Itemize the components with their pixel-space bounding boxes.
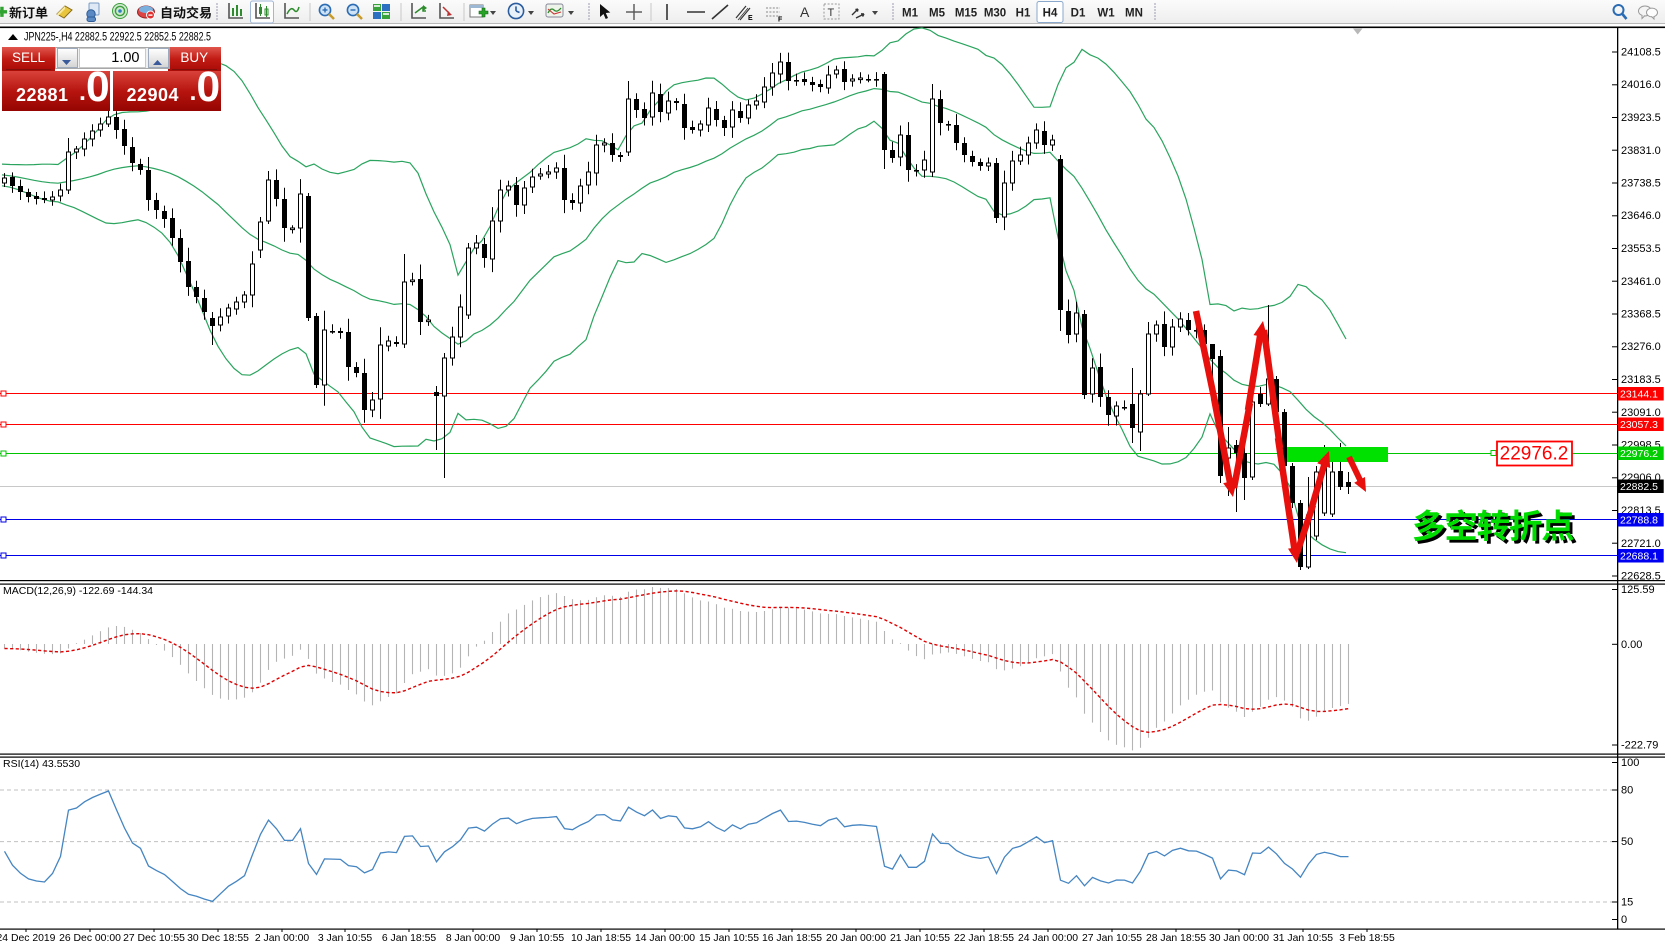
svg-text:23923.5: 23923.5 xyxy=(1621,112,1661,124)
svg-text:23461.0: 23461.0 xyxy=(1621,276,1661,288)
svg-text:22788.8: 22788.8 xyxy=(1620,515,1658,527)
svg-text:24108.5: 24108.5 xyxy=(1621,47,1661,59)
svg-text:80: 80 xyxy=(1621,785,1633,797)
svg-text:15: 15 xyxy=(1621,897,1633,909)
svg-text:0: 0 xyxy=(1621,914,1627,926)
svg-text:9 Jan 10:55: 9 Jan 10:55 xyxy=(510,933,565,944)
svg-text:T: T xyxy=(828,7,835,19)
svg-text:24016.0: 24016.0 xyxy=(1621,79,1661,91)
svg-text:27 Dec 10:55: 27 Dec 10:55 xyxy=(123,933,185,944)
svg-text:30 Dec 18:55: 30 Dec 18:55 xyxy=(187,933,249,944)
svg-text:JPN225-,H4 22882.5 22922.5 22: JPN225-,H4 22882.5 22922.5 22852.5 22882… xyxy=(24,32,211,44)
svg-text:22976.2: 22976.2 xyxy=(1620,448,1658,460)
svg-text:M1: M1 xyxy=(902,8,919,20)
svg-text:M15: M15 xyxy=(955,8,978,20)
svg-text:M30: M30 xyxy=(984,8,1006,20)
svg-text:2 Jan 00:00: 2 Jan 00:00 xyxy=(255,933,310,944)
svg-text:0.00: 0.00 xyxy=(1621,639,1642,651)
svg-text:6 Jan 18:55: 6 Jan 18:55 xyxy=(382,933,437,944)
svg-text:23368.5: 23368.5 xyxy=(1621,309,1661,321)
svg-text:22628.5: 22628.5 xyxy=(1621,571,1661,583)
svg-text:F: F xyxy=(778,17,783,24)
svg-text:23091.0: 23091.0 xyxy=(1621,407,1661,419)
svg-text:23057.3: 23057.3 xyxy=(1620,419,1658,431)
svg-text:125.59: 125.59 xyxy=(1621,584,1655,596)
svg-text:3 Feb 18:55: 3 Feb 18:55 xyxy=(1339,933,1395,944)
svg-text:24 Dec 2019: 24 Dec 2019 xyxy=(0,933,56,944)
svg-text:26 Dec 00:00: 26 Dec 00:00 xyxy=(59,933,121,944)
svg-text:15 Jan 10:55: 15 Jan 10:55 xyxy=(699,933,759,944)
svg-text:22976.2: 22976.2 xyxy=(1500,444,1569,465)
svg-text:23276.0: 23276.0 xyxy=(1621,341,1661,353)
svg-text:M5: M5 xyxy=(929,8,946,20)
svg-text:-222.79: -222.79 xyxy=(1621,740,1658,752)
svg-text:23831.0: 23831.0 xyxy=(1621,145,1661,157)
svg-text:MACD(12,26,9) -122.69 -144.34: MACD(12,26,9) -122.69 -144.34 xyxy=(3,585,153,597)
svg-text:10 Jan 18:55: 10 Jan 18:55 xyxy=(571,933,631,944)
svg-text:22688.1: 22688.1 xyxy=(1620,551,1658,563)
svg-text:3 Jan 10:55: 3 Jan 10:55 xyxy=(318,933,373,944)
svg-text:30 Jan 00:00: 30 Jan 00:00 xyxy=(1209,933,1269,944)
svg-text:23553.5: 23553.5 xyxy=(1621,243,1661,255)
svg-text:RSI(14) 43.5530: RSI(14) 43.5530 xyxy=(3,758,80,770)
svg-text:14 Jan 00:00: 14 Jan 00:00 xyxy=(635,933,695,944)
svg-text:H1: H1 xyxy=(1016,8,1031,20)
svg-text:22 Jan 18:55: 22 Jan 18:55 xyxy=(954,933,1014,944)
svg-text:W1: W1 xyxy=(1097,8,1115,20)
svg-text:D1: D1 xyxy=(1071,8,1086,20)
svg-text:22882.5: 22882.5 xyxy=(1620,481,1658,493)
svg-text:21 Jan 10:55: 21 Jan 10:55 xyxy=(890,933,950,944)
svg-text:23144.1: 23144.1 xyxy=(1620,389,1658,401)
svg-text:22721.0: 22721.0 xyxy=(1621,538,1661,550)
svg-text:23738.5: 23738.5 xyxy=(1621,178,1661,190)
svg-text:27 Jan 10:55: 27 Jan 10:55 xyxy=(1082,933,1142,944)
svg-text:23183.5: 23183.5 xyxy=(1621,374,1661,386)
svg-text:E: E xyxy=(748,15,753,22)
svg-text:31 Jan 10:55: 31 Jan 10:55 xyxy=(1273,933,1333,944)
svg-text:100: 100 xyxy=(1621,757,1639,769)
svg-text:MN: MN xyxy=(1125,8,1143,20)
svg-text:H4: H4 xyxy=(1043,8,1058,20)
svg-text:8 Jan 00:00: 8 Jan 00:00 xyxy=(446,933,501,944)
svg-text:23646.0: 23646.0 xyxy=(1621,210,1661,222)
svg-text:24 Jan 00:00: 24 Jan 00:00 xyxy=(1018,933,1078,944)
svg-text:A: A xyxy=(800,4,810,20)
svg-text:28 Jan 18:55: 28 Jan 18:55 xyxy=(1146,933,1206,944)
svg-text:20 Jan 00:00: 20 Jan 00:00 xyxy=(826,933,886,944)
svg-text:50: 50 xyxy=(1621,836,1633,848)
svg-text:16 Jan 18:55: 16 Jan 18:55 xyxy=(762,933,822,944)
